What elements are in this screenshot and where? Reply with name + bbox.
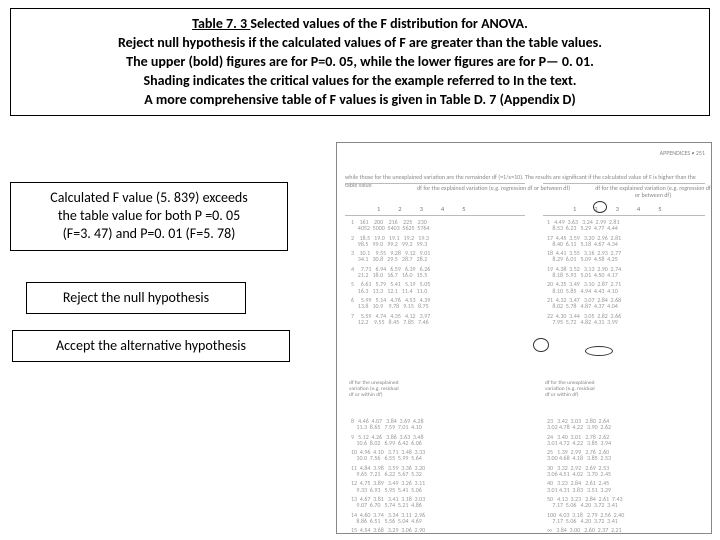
table-row: 12.2 9.55 8.45 7.85 7.46 (351, 319, 430, 325)
df-foot-left: df for the unexplained variation (e.g. r… (349, 381, 399, 398)
table-row: 3.02 4.78 4.22 3.90 2.62 (547, 424, 624, 430)
reject-null-box: Reject the null hypothesis (26, 282, 246, 314)
appendix-label: APPENDICES • 251 (660, 149, 705, 157)
caption-box: Table 7. 3 Selected values of the F dist… (10, 8, 710, 116)
table-row: 8.02 5.78 4.87 4.37 4.04 (547, 303, 621, 309)
table-row: 7.17 5.06 4.20 3.72 3.41 (547, 518, 624, 524)
table-row: 9.07 6.70 5.74 5.21 4.86 (351, 502, 425, 508)
table-row: 34.1 30.8 29.5 28.7 28.2 (351, 256, 430, 262)
caption-line2: Reject null hypothesis if the calculated… (21, 34, 699, 53)
df-label-left: df for the explained variation (e.g. reg… (417, 185, 570, 192)
explanation-line2: the table value for both P =0. 05 (21, 207, 277, 225)
col-header: 1 (573, 205, 576, 213)
col-header: 4 (637, 205, 640, 213)
table-body-left-upper: 1 161 200 216 225 230 4052 5000 5403 562… (351, 219, 430, 325)
table-row: 8.68 6.36 5.42 4.89 4.56 (351, 533, 425, 534)
annotation-circle-icon (533, 338, 549, 352)
table-row: 4052 5000 5403 5625 5764 (351, 225, 430, 231)
rule (543, 215, 705, 216)
table-body-right-upper: 1 4.49 3.63 3.24 2.99 2.81 8.53 6.23 5.2… (547, 219, 621, 325)
reject-null-text: Reject the null hypothesis (63, 289, 209, 306)
caption-line1: Table 7. 3 Selected values of the F dist… (21, 15, 699, 34)
table-row: 10.0 7.56 6.55 5.99 5.64 (351, 455, 425, 461)
table-row: 9.65 7.21 6.22 5.67 5.32 (351, 471, 425, 477)
rule (345, 215, 525, 216)
df-foot-right: df for the unexplained variation (e.g. r… (545, 381, 595, 398)
table-row: 8.53 6.23 5.29 4.77 4.44 (547, 225, 621, 231)
caption-line5: A more comprehensive table of F values i… (21, 91, 699, 110)
table-row: 8.86 6.51 5.56 5.04 4.69 (351, 518, 425, 524)
table-row: 10.6 8.02 6.99 6.42 6.06 (351, 440, 425, 446)
table-row: 3.06 4.51 4.02 3.70 2.45 (547, 471, 624, 477)
accept-alt-box: Accept the alternative hypothesis (12, 330, 290, 362)
table-row: 9.33 6.93 5.95 5.41 5.06 (351, 487, 425, 493)
table-row: 16.3 13.3 12.1 11.4 11.0 (351, 288, 430, 294)
col-headers-left: 1 2 3 4 5 (377, 205, 465, 213)
col-header: 1 (377, 205, 380, 213)
table-body-right-lower: 23 3.42 3.03 2.80 2.643.02 4.78 4.22 3.9… (547, 418, 624, 534)
f-table-panel: APPENDICES • 251 while those for the une… (336, 142, 712, 534)
caption-title-rest: Selected values of the F distribution fo… (250, 15, 528, 32)
table-body-left-lower: 8 4.46 4.07 3.84 3.69 4.28 11.3 8.65 7.5… (351, 418, 425, 534)
df-label-right: df for the explained variation (e.g. reg… (595, 185, 711, 198)
table-row: 11.3 8.65 7.59 7.01 4.10 (351, 424, 425, 430)
caption-line4: Shading indicates the critical values fo… (21, 72, 699, 91)
explanation-line3: (F=3. 47) and P=0. 01 (F=5. 78) (21, 225, 277, 243)
col-header: 3 (616, 205, 619, 213)
col-headers-right: 12345 (573, 205, 661, 213)
table-row: 7.95 5.72 4.82 4.31 3.99 (547, 319, 621, 325)
table-row: 7.17 5.06 4.20 3.72 3.41 (547, 502, 624, 508)
table-row: 8.40 6.11 5.18 4.67 4.34 (547, 241, 621, 247)
accept-alt-text: Accept the alternative hypothesis (56, 337, 246, 354)
col-header: 5 (658, 205, 661, 213)
table-row: 3.01 4.72 4.22 3.85 3.94 (547, 440, 624, 446)
caption-line3: The upper (bold) figures are for P=0. 05… (21, 53, 699, 72)
table-row: 8.18 5.93 5.01 4.50 4.17 (547, 272, 621, 278)
table-row: 3.00 4.68 4.18 3.85 2.53 (547, 455, 624, 461)
col-header: 4 (441, 205, 444, 213)
table-row: 98.5 99.0 99.2 99.2 99.3 (351, 241, 430, 247)
annotation-circle-icon (585, 346, 613, 356)
table-row: 21.2 18.0 16.7 16.0 15.5 (351, 272, 430, 278)
table-number: Table 7. 3 (192, 15, 250, 32)
table-row: 8.29 6.01 5.09 4.58 4.25 (547, 256, 621, 262)
annotation-circle-icon (593, 201, 607, 213)
explanation-box: Calculated F value (5. 839) exceeds the … (10, 182, 288, 251)
col-header: 2 (398, 205, 401, 213)
table-row: 8.10 5.85 4.94 4.43 4.10 (547, 288, 621, 294)
table-row: 13.8 10.9 9.78 9.15 8.75 (351, 303, 430, 309)
col-header: 3 (420, 205, 423, 213)
table-row: 6.63 4.61 3.78 3.32 3.02 (547, 533, 624, 534)
table-row: 3.01 4.31 3.83 3.51 3.29 (547, 487, 624, 493)
explanation-line1: Calculated F value (5. 839) exceeds (21, 189, 277, 207)
col-header: 5 (462, 205, 465, 213)
